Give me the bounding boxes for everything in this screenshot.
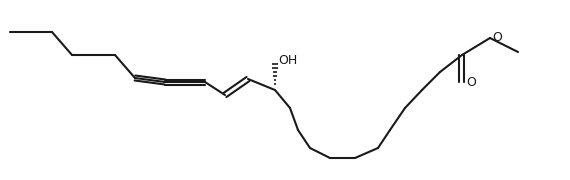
Text: O: O [492,30,502,44]
Text: O: O [466,75,476,89]
Text: OH: OH [278,53,297,66]
